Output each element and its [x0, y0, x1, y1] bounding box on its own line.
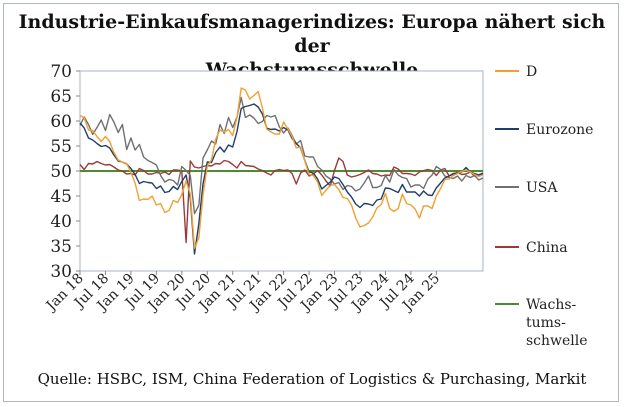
y-tick-label: 55	[50, 137, 72, 157]
legend-label: Eurozone	[526, 122, 593, 138]
y-tick-label: 60	[50, 112, 72, 132]
legend: D Eurozone USA China Wachs-tums-schwelle	[495, 64, 593, 349]
legend-label: China	[526, 240, 568, 256]
y-axis: 30 35 40 45 50 55 60 65 70	[50, 62, 80, 282]
y-tick-label: 50	[50, 162, 72, 182]
legend-label: tums-	[526, 315, 566, 331]
source-note: Quelle: HSBC, ISM, China Federation of L…	[37, 370, 587, 388]
legend-label: schwelle	[526, 333, 588, 349]
legend-label: Wachs-	[526, 297, 577, 313]
y-tick-label: 35	[50, 237, 72, 257]
y-tick-label: 70	[50, 62, 72, 82]
y-tick-label: 45	[50, 187, 72, 207]
series-line-china	[79, 157, 484, 244]
y-tick-label: 30	[50, 262, 72, 282]
y-tick-label: 65	[50, 87, 72, 107]
chart-title-line-1: Industrie-Einkaufsmanagerindizes: Europa…	[18, 11, 606, 57]
y-tick-label: 40	[50, 212, 72, 232]
series-lines	[79, 87, 484, 255]
series-line-d	[79, 87, 484, 250]
legend-label: D	[526, 64, 537, 80]
legend-label: USA	[526, 180, 558, 196]
